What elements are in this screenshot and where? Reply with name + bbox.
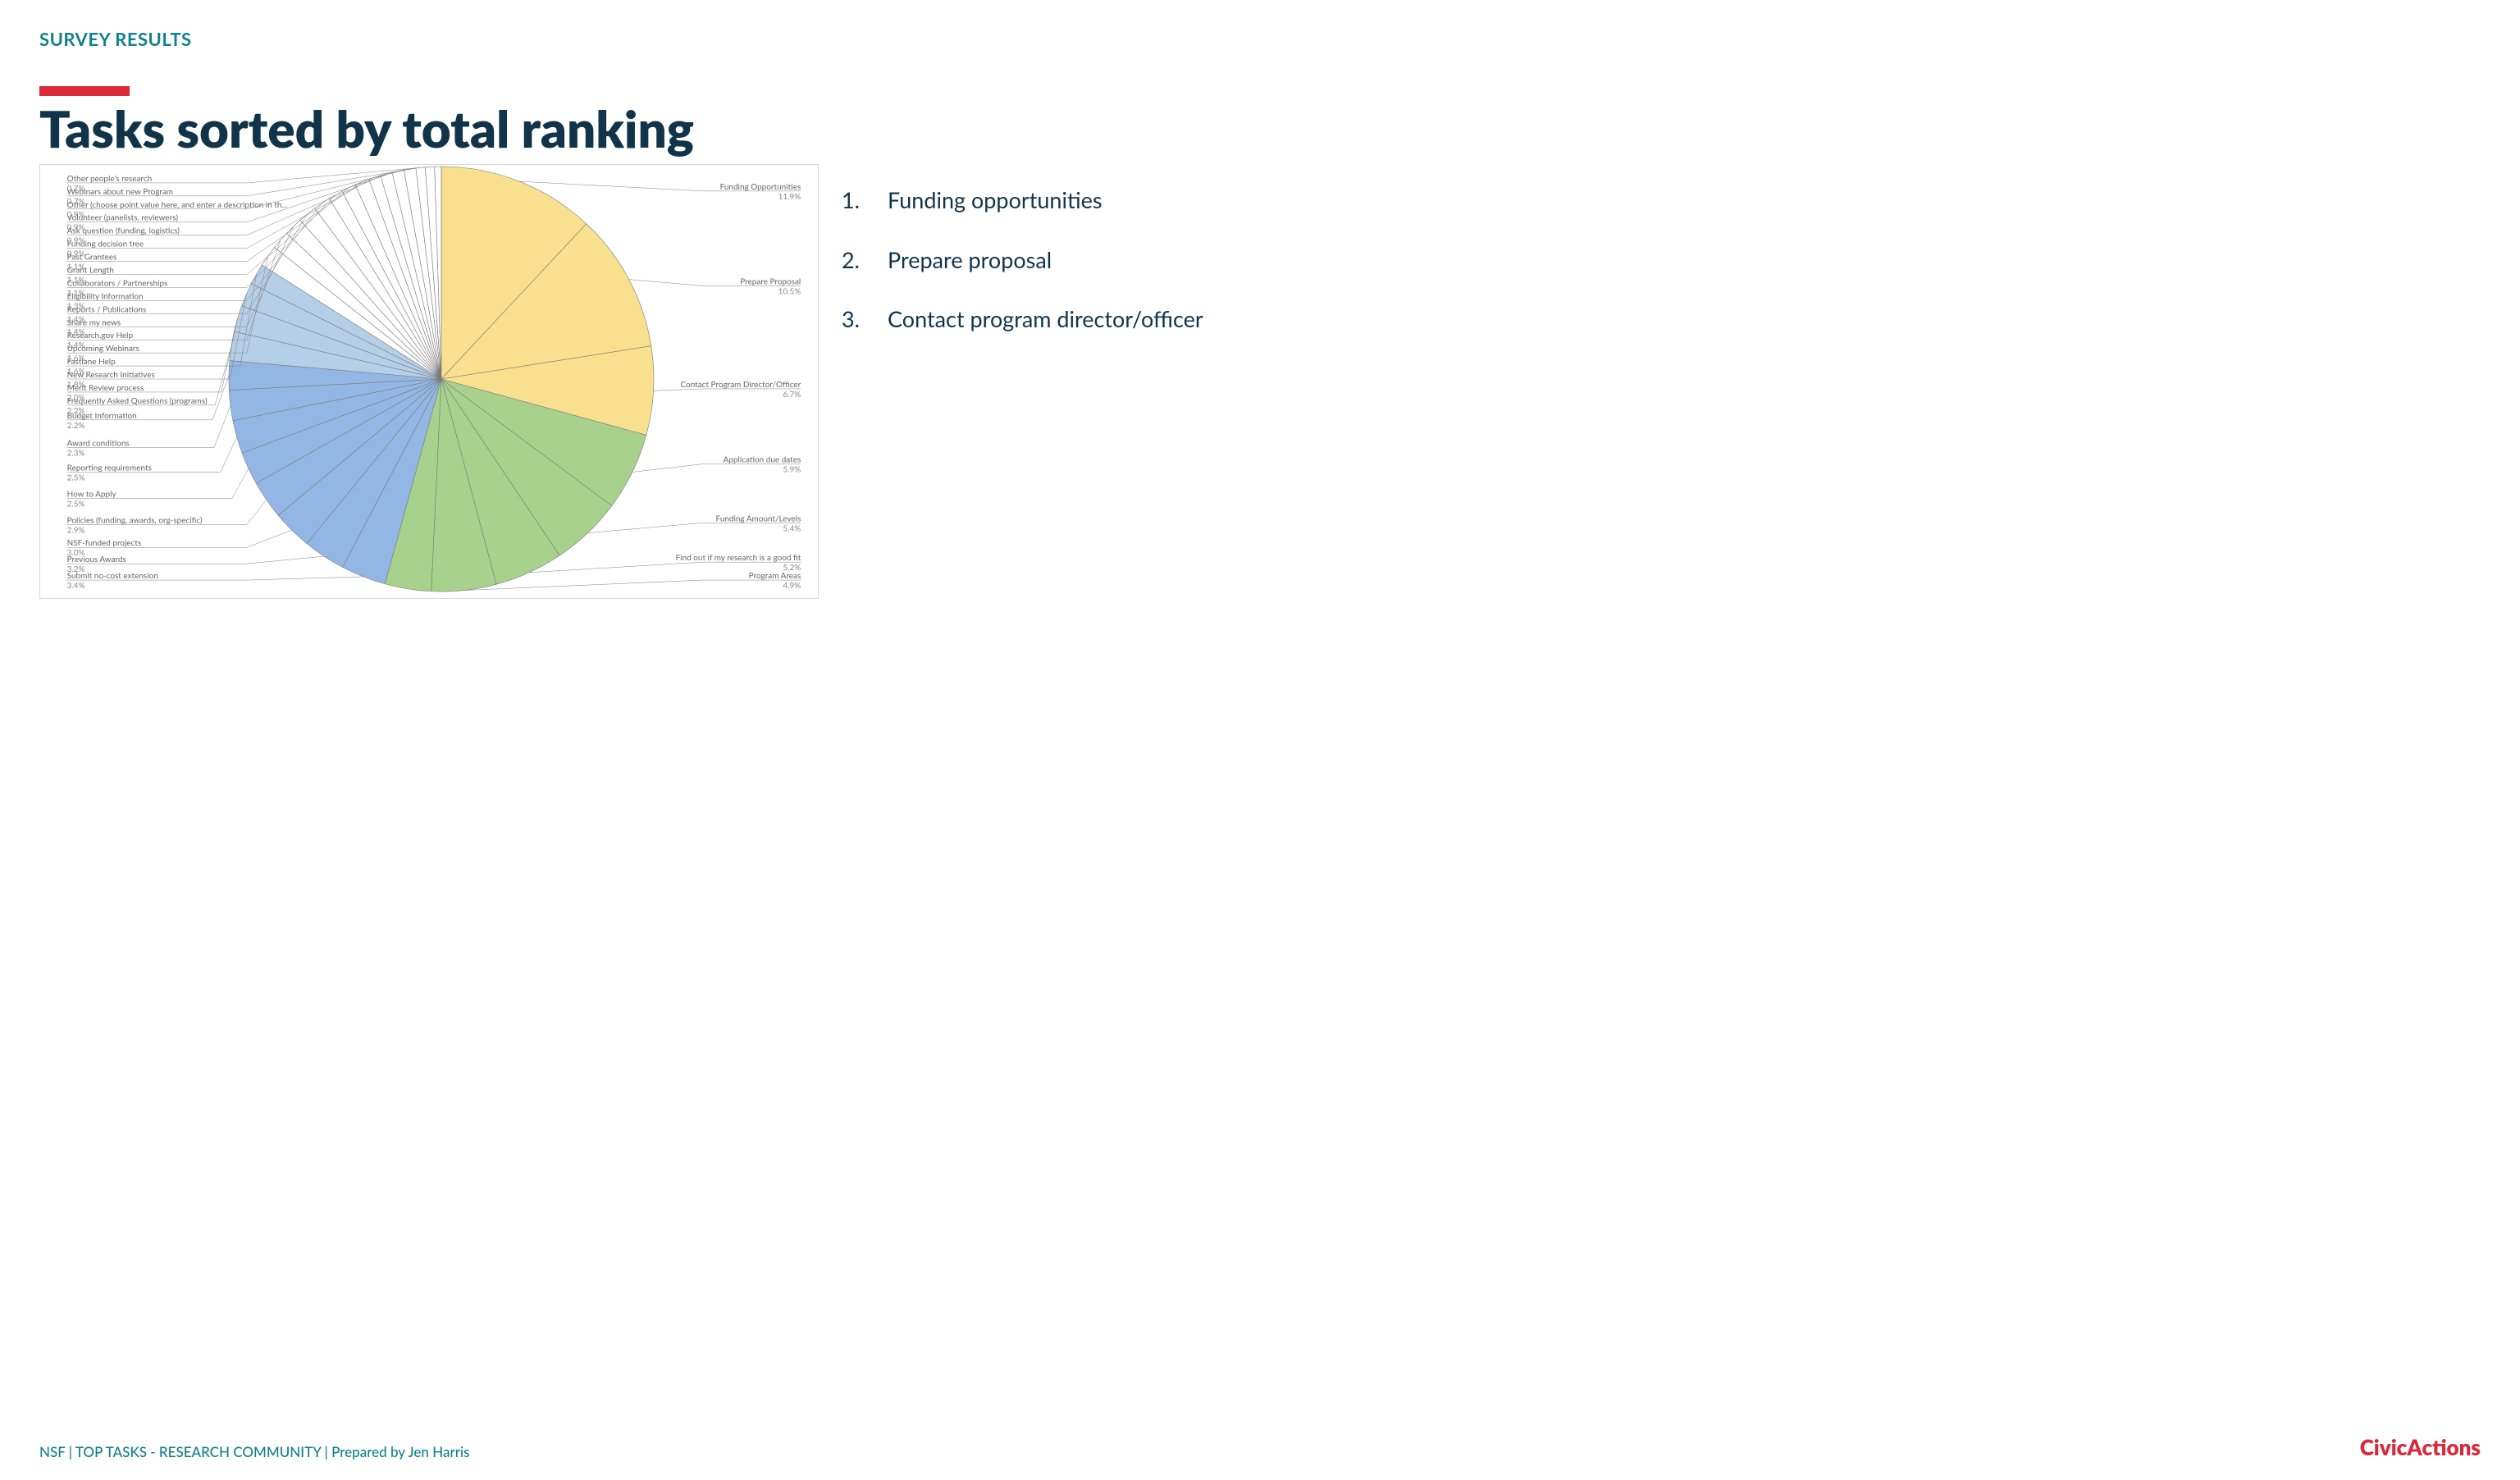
slice-label: Contact Program Director/Officer <box>681 380 801 390</box>
slice-pct: 5.9% <box>783 465 801 475</box>
slice-pct: 1.4% <box>67 327 85 337</box>
slice-label: Funding Amount/Levels <box>716 514 801 523</box>
slice-pct: 1.3% <box>67 301 85 311</box>
slice-pct: 1.6% <box>67 367 85 377</box>
slice-label: Frequently Asked Questions (programs) <box>67 396 208 406</box>
slice-pct: 1.4% <box>67 340 85 350</box>
slice-pct: 1.8% <box>67 380 85 390</box>
leader-line <box>464 580 801 590</box>
slice-pct: 2.2% <box>67 406 85 416</box>
slice-pct: 4.9% <box>783 581 801 591</box>
top-list-text: Funding opportunities <box>888 185 1102 215</box>
slice-pct: 1.4% <box>67 314 85 324</box>
slice-pct: 0.7% <box>67 197 85 207</box>
top-list-item: 1. Funding opportunities <box>842 185 2481 215</box>
top-list-number: 1. <box>842 185 865 215</box>
page-title: Tasks sorted by total ranking <box>39 103 2481 156</box>
slice-pct: 3.4% <box>67 581 85 591</box>
slide-footer: NSF | TOP TASKS - RESEARCH COMMUNITY | P… <box>39 1434 2481 1460</box>
slice-label: Find out if my research is a good fit <box>676 553 801 563</box>
slice-label: Program Areas <box>749 571 801 581</box>
slice-pct: 1.6% <box>67 354 85 363</box>
slice-pct: 1.1% <box>67 263 85 272</box>
slice-pct: 2.5% <box>67 500 85 509</box>
footer-brand: CivicActions <box>2360 1434 2481 1460</box>
slice-label: Policies (funding, awards, org-specific) <box>67 515 203 525</box>
slice-pct: 1.1% <box>67 276 85 285</box>
slice-pct: 0.9% <box>67 210 85 220</box>
top-list-item: 2. Prepare proposal <box>842 245 2481 275</box>
slice-pct: 2.9% <box>67 525 85 535</box>
slice-label: Award conditions <box>67 439 130 449</box>
slice-label: Funding Opportunities <box>720 182 801 192</box>
slice-label: Other people's research <box>67 174 152 184</box>
top-list-text: Prepare proposal <box>888 245 1052 275</box>
slice-pct: 2.2% <box>67 421 85 431</box>
slice-pct: 3.0% <box>67 548 85 558</box>
footer-meta: NSF | TOP TASKS - RESEARCH COMMUNITY | P… <box>39 1443 469 1460</box>
slice-pct: 0.9% <box>67 223 85 233</box>
slice-pct: 5.4% <box>783 523 801 533</box>
slice-pct: 0.9% <box>67 236 85 246</box>
slice-pct: 0.9% <box>67 249 85 259</box>
top-list-number: 2. <box>842 245 865 275</box>
slice-pct: 6.7% <box>783 390 801 400</box>
leader-line <box>67 318 238 392</box>
slice-pct: 10.5% <box>778 286 801 296</box>
slice-pct: 2.0% <box>67 393 85 403</box>
top-list-number: 3. <box>842 304 865 334</box>
slice-label: Reporting requirements <box>67 464 152 473</box>
top-tasks-list: 1. Funding opportunities 2. Prepare proposa… <box>842 164 2481 363</box>
leader-line <box>632 464 801 473</box>
top-list-text: Contact program director/officer <box>888 304 1203 334</box>
slice-pct: 0.7% <box>67 184 85 194</box>
slice-label: Prepare Proposal <box>740 277 801 287</box>
pie-chart: Funding Opportunities11.9% Prepare Propos… <box>40 165 818 598</box>
leader-line <box>588 523 801 532</box>
slice-label: Application due dates <box>724 455 801 465</box>
slice-pct: 3.2% <box>67 564 85 574</box>
slice-pct: 2.5% <box>67 473 85 483</box>
slice-label: NSF-funded projects <box>67 538 142 548</box>
top-list-item: 3. Contact program director/officer <box>842 304 2481 334</box>
slice-label: How to Apply <box>67 490 117 500</box>
pie-chart-container: Funding Opportunities11.9% Prepare Propos… <box>39 164 819 599</box>
accent-bar <box>39 86 130 96</box>
slice-pct: 11.9% <box>778 192 801 202</box>
slice-pct: 1.1% <box>67 288 85 298</box>
section-eyebrow: SURVEY RESULTS <box>39 28 2481 50</box>
slice-label: Other (choose point value here, and ente… <box>67 200 288 210</box>
slice-pct: 2.3% <box>67 449 85 459</box>
content-row: Funding Opportunities11.9% Prepare Propos… <box>39 164 2481 1419</box>
